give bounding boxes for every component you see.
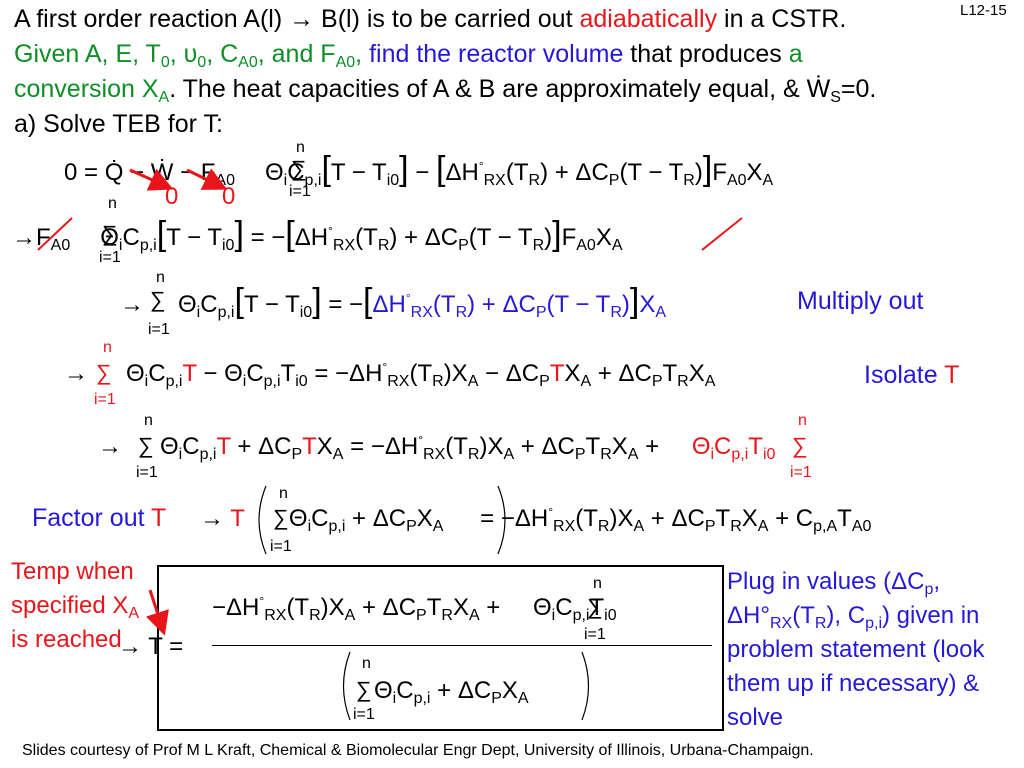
- result-box: [157, 565, 724, 731]
- sum-symbol-6: ∑: [273, 505, 289, 530]
- equation-6: → T ΘiCp,i + ΔCPXA = −ΔH°RX(TR)XA + ΔCPTR…: [200, 505, 872, 535]
- sum-bottom-num: i=1: [584, 626, 606, 643]
- step-isolate-t: Isolate T: [864, 361, 960, 389]
- equation-5: → ΘiCp,iT + ΔCPTXA = −ΔH°RX(TR)XA + ΔCPTR…: [98, 433, 776, 463]
- header-line-3: conversion XA. The heat capacities of A …: [14, 75, 877, 106]
- sum-bottom-2: i=1: [99, 249, 121, 266]
- sum-symbol-5: ∑: [138, 433, 154, 458]
- sum-bottom-5: i=1: [136, 464, 158, 481]
- sum-bottom-1: i=1: [289, 183, 311, 200]
- sum-top-num: n: [593, 575, 602, 592]
- equation-4: → ΘiCp,iT − ΘiCp,iTi0 = −ΔH°RX(TR)XA − ΔC…: [64, 360, 716, 390]
- footer-credit: Slides courtesy of Prof M L Kraft, Chemi…: [22, 742, 814, 759]
- slide-id: L12-15: [960, 2, 1007, 19]
- equation-3: → ΘiCp,i[T − Ti0] = −[ΔH°RX(TR) + ΔCP(T −…: [120, 282, 667, 321]
- sum-symbol-2: ∑: [102, 221, 118, 246]
- plug-in-note: Plug in values (ΔCp, ΔH°RX(TR), Cp,i) gi…: [727, 568, 985, 731]
- result-numerator: −ΔH°RX(TR)XA + ΔCPTRXA + ΘiCp,iTi0: [212, 594, 617, 624]
- sum-top-2: n: [108, 195, 117, 212]
- part-a-heading: a) Solve TEB for T:: [14, 110, 223, 138]
- sum-top-4: n: [103, 339, 112, 356]
- sum-bottom-5b: i=1: [790, 464, 812, 481]
- sum-top-5: n: [144, 412, 153, 429]
- sum-top-3: n: [156, 269, 165, 286]
- sum-top-1: n: [296, 139, 305, 156]
- temp-when-note: Temp when specified XA is reached: [11, 558, 140, 653]
- sum-symbol-1: ∑: [291, 156, 307, 181]
- adiabatically-highlight: adiabatically: [579, 5, 718, 33]
- sum-symbol-4: ∑: [96, 360, 112, 385]
- step-factor-out-t: Factor out T: [32, 504, 167, 532]
- sum-symbol-num: ∑: [587, 594, 603, 619]
- zero-ws: 0: [222, 183, 236, 210]
- zero-q: 0: [165, 183, 179, 210]
- sum-top-5b: n: [798, 412, 807, 429]
- step-multiply-out: Multiply out: [797, 287, 924, 315]
- sum-bottom-den: i=1: [353, 706, 375, 723]
- sum-top-6: n: [279, 485, 288, 502]
- header-line-1: A first order reaction A(l) → B(l) is to…: [14, 5, 847, 33]
- fraction-bar: [212, 645, 712, 646]
- equation-1: 0 = Q̇ − Ẇ − FA0 ΘiCp,i[T − Ti0] − [ΔH°R…: [64, 150, 774, 189]
- sum-top-den: n: [362, 655, 371, 672]
- sum-symbol-3: ∑: [150, 287, 166, 312]
- sum-symbol-5b: ∑: [792, 433, 808, 458]
- sum-symbol-den: ∑: [356, 677, 372, 702]
- header-line-2: Given A, E, T0, υ0, CA0, and FA0, find t…: [14, 40, 803, 71]
- find-reactor-volume: find the reactor volume: [369, 40, 624, 68]
- result-denominator: ΘiCp,i + ΔCPXA: [374, 677, 529, 707]
- strike-fa0-right: [701, 217, 743, 251]
- sum-bottom-6: i=1: [270, 538, 292, 555]
- result-arrow: → T =: [118, 633, 184, 660]
- sum-bottom-3: i=1: [148, 321, 170, 338]
- sum-bottom-4: i=1: [94, 391, 116, 408]
